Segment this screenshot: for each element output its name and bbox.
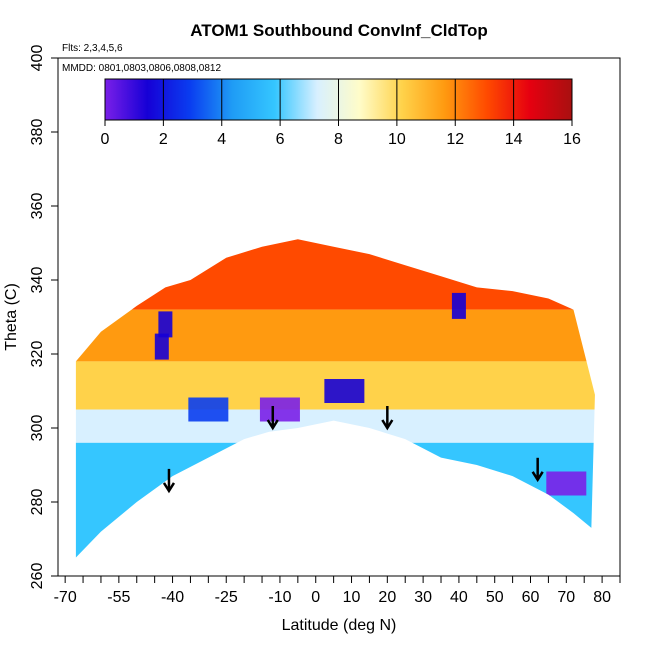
y-axis: 260 280 300 320 340 360 380 400 xyxy=(29,45,58,590)
y-tick-label: 320 xyxy=(29,341,46,368)
heatmap-feature xyxy=(188,397,229,422)
x-tick-label: 70 xyxy=(557,589,575,606)
colorbar-tick-label: 8 xyxy=(334,131,343,148)
colorbar-tick-label: 6 xyxy=(276,131,285,148)
x-tick-label: -70 xyxy=(54,589,77,606)
down-arrow-head xyxy=(531,471,544,483)
x-tick-label: 10 xyxy=(343,589,361,606)
y-axis-label: Theta (C) xyxy=(3,283,20,351)
flights-subtitle: Flts: 2,3,4,5,6 xyxy=(62,43,123,54)
heatmap-feature xyxy=(546,471,587,496)
colorbar-tick-label: 16 xyxy=(563,131,581,148)
marker-layer xyxy=(162,406,544,494)
x-tick-label: 80 xyxy=(593,589,611,606)
colorbar-tick-label: 2 xyxy=(159,131,168,148)
colorbar-tick-label: 12 xyxy=(446,131,464,148)
x-tick-label: 30 xyxy=(414,589,432,606)
y-tick-label: 400 xyxy=(29,45,46,72)
down-arrow-head xyxy=(381,419,394,431)
heatmap-feature xyxy=(324,379,365,403)
heatmap-field xyxy=(75,239,595,558)
y-tick-label: 300 xyxy=(29,415,46,442)
heatmap-feature xyxy=(259,397,300,422)
heatmap-layer xyxy=(75,239,595,558)
colorbar: 0 2 4 6 8 10 12 14 16 xyxy=(101,78,581,148)
down-arrow-head xyxy=(162,482,176,494)
x-tick-label: 50 xyxy=(486,589,504,606)
x-tick-label: -10 xyxy=(268,589,291,606)
y-tick-label: 340 xyxy=(29,267,46,294)
colorbar-tick-label: 14 xyxy=(505,131,523,148)
x-tick-label: 0 xyxy=(311,589,320,606)
x-tick-label: 40 xyxy=(450,589,468,606)
chart-title: ATOM1 Southbound ConvInf_CldTop xyxy=(190,21,487,40)
x-tick-label: 60 xyxy=(522,589,540,606)
plot-frame xyxy=(57,57,621,577)
x-tick-label: -55 xyxy=(107,589,130,606)
heatmap-band xyxy=(75,502,595,558)
colorbar-tick-label: 4 xyxy=(217,131,226,148)
x-tick-label: -25 xyxy=(215,589,238,606)
colorbar-tick-label: 0 xyxy=(101,131,110,148)
heatmap-feature xyxy=(451,292,466,319)
x-axis: -70 -55 -40 -25 -10 0 10 20 30 40 50 60 70 80 xyxy=(54,576,621,606)
heatmap-feature xyxy=(158,311,173,338)
y-tick-label: 280 xyxy=(29,489,46,516)
x-tick-label: -40 xyxy=(161,589,184,606)
heatmap-band xyxy=(75,442,595,502)
heatmap-band xyxy=(75,309,595,362)
heatmap-band xyxy=(75,409,595,443)
x-axis-label: Latitude (deg N) xyxy=(282,617,397,634)
y-tick-label: 260 xyxy=(29,563,46,590)
dates-subtitle: MMDD: 0801,0803,0806,0808,0812 xyxy=(62,63,221,74)
x-tick-label: 20 xyxy=(378,589,396,606)
y-tick-label: 380 xyxy=(29,119,46,146)
colorbar-tick-label: 10 xyxy=(388,131,406,148)
heatmap-band xyxy=(75,239,595,310)
y-tick-label: 360 xyxy=(29,193,46,220)
down-arrow-head xyxy=(266,419,279,431)
heatmap-feature xyxy=(154,333,169,360)
